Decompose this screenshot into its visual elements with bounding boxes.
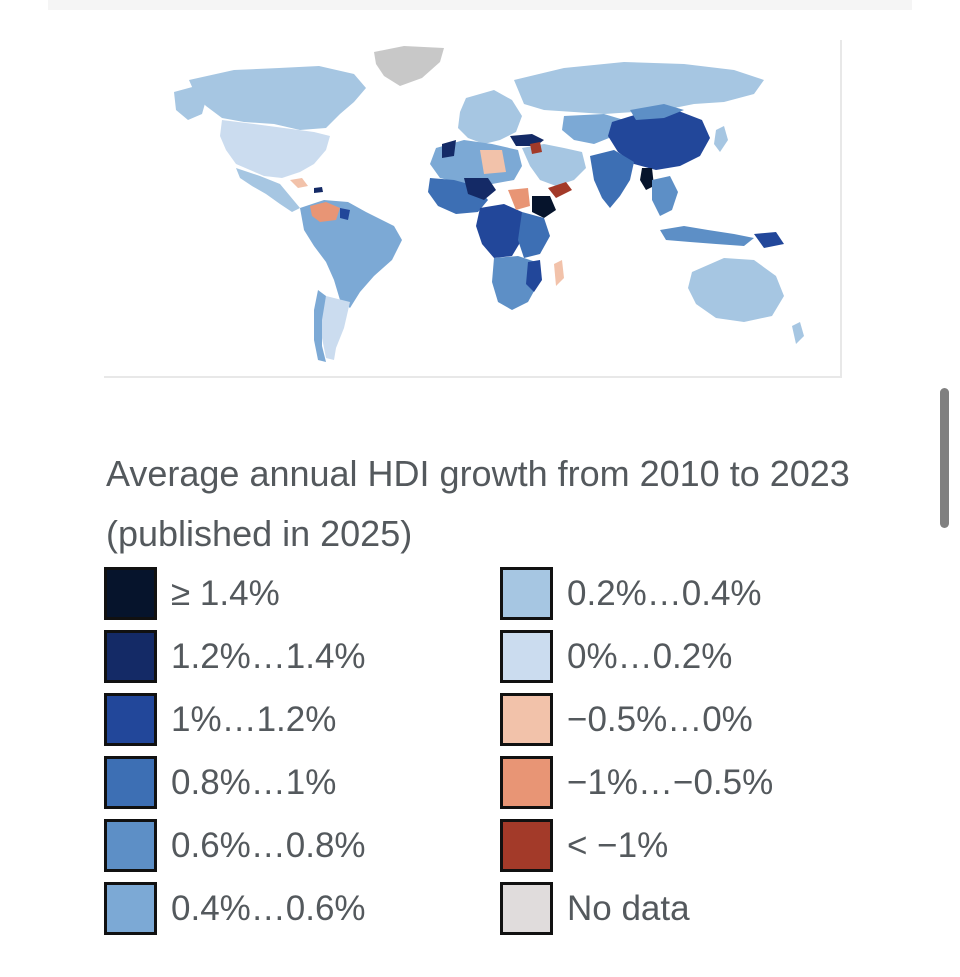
madagascar bbox=[554, 260, 564, 286]
australia bbox=[688, 258, 784, 322]
legend-swatch bbox=[500, 567, 553, 620]
south-america-north bbox=[300, 200, 402, 308]
legend-swatch bbox=[104, 693, 157, 746]
indonesia bbox=[660, 226, 754, 246]
legend-swatch bbox=[104, 819, 157, 872]
syria bbox=[530, 142, 542, 154]
legend-swatch bbox=[104, 756, 157, 809]
legend-label: −0.5%…0% bbox=[567, 699, 753, 739]
world-map-svg bbox=[174, 46, 804, 362]
caribbean bbox=[290, 178, 308, 188]
haiti bbox=[314, 187, 323, 193]
argentina bbox=[322, 296, 350, 360]
legend-swatch bbox=[500, 693, 553, 746]
legend-label: 0.6%…0.8% bbox=[171, 825, 366, 865]
central-africa bbox=[476, 204, 524, 258]
mozambique bbox=[526, 260, 542, 292]
page-top-strip bbox=[48, 0, 912, 10]
europe bbox=[458, 90, 522, 144]
usa bbox=[220, 120, 330, 178]
alaska bbox=[174, 86, 206, 120]
legend-item: 0.4%…0.6% bbox=[104, 880, 366, 937]
legend-label: −1%…−0.5% bbox=[567, 762, 774, 802]
china bbox=[608, 110, 710, 170]
legend-label: 1.2%…1.4% bbox=[171, 636, 366, 676]
legend-label: 0%…0.2% bbox=[567, 636, 733, 676]
legend-item: 1%…1.2% bbox=[104, 691, 366, 748]
chile bbox=[314, 290, 326, 362]
legend-item: −1%…−0.5% bbox=[500, 754, 773, 811]
india bbox=[590, 150, 634, 208]
sudan bbox=[508, 188, 530, 210]
legend-swatch bbox=[104, 882, 157, 935]
libya bbox=[480, 150, 506, 174]
legend-label: 1%…1.2% bbox=[171, 699, 337, 739]
legend-swatch bbox=[500, 756, 553, 809]
legend-label: ≥ 1.4% bbox=[171, 573, 280, 613]
legend-item: 1.2%…1.4% bbox=[104, 628, 366, 685]
legend-item: 0.2%…0.4% bbox=[500, 565, 773, 622]
legend-swatch bbox=[500, 882, 553, 935]
morocco bbox=[442, 140, 456, 158]
legend-item: 0%…0.2% bbox=[500, 628, 773, 685]
legend-column-right: 0.2%…0.4% 0%…0.2% −0.5%…0% −1%…−0.5% < −… bbox=[500, 565, 773, 943]
mexico bbox=[236, 168, 300, 212]
scrollbar-thumb[interactable] bbox=[940, 388, 949, 528]
myanmar bbox=[640, 168, 654, 190]
legend-title: Average annual HDI growth from 2010 to 2… bbox=[106, 453, 850, 554]
legend-swatch bbox=[104, 630, 157, 683]
world-map bbox=[104, 40, 842, 378]
greenland bbox=[374, 46, 444, 86]
legend-item: ≥ 1.4% bbox=[104, 565, 366, 622]
yemen bbox=[548, 182, 572, 198]
legend-swatch bbox=[500, 630, 553, 683]
legend-label: 0.8%…1% bbox=[171, 762, 337, 802]
japan bbox=[714, 126, 728, 152]
niger-chad bbox=[464, 178, 496, 200]
guyana bbox=[340, 208, 350, 220]
legend-label: < −1% bbox=[567, 825, 669, 865]
southern-africa bbox=[492, 256, 538, 310]
legend-label: 0.2%…0.4% bbox=[567, 573, 762, 613]
middle-east bbox=[522, 144, 586, 186]
southeast-asia bbox=[652, 176, 678, 216]
legend-item: No data bbox=[500, 880, 773, 937]
legend-swatch bbox=[104, 567, 157, 620]
legend-label: No data bbox=[567, 888, 690, 928]
russia bbox=[514, 62, 764, 114]
canada bbox=[189, 66, 366, 130]
legend-swatch bbox=[500, 819, 553, 872]
legend-item: < −1% bbox=[500, 817, 773, 874]
papua-new-guinea bbox=[754, 232, 784, 248]
legend-label: 0.4%…0.6% bbox=[171, 888, 366, 928]
venezuela bbox=[310, 202, 340, 222]
legend-item: 0.6%…0.8% bbox=[104, 817, 366, 874]
new-zealand bbox=[792, 322, 804, 344]
east-africa bbox=[518, 212, 550, 258]
mongolia bbox=[630, 104, 684, 120]
legend-item: −0.5%…0% bbox=[500, 691, 773, 748]
legend-item: 0.8%…1% bbox=[104, 754, 366, 811]
legend-column-left: ≥ 1.4% 1.2%…1.4% 1%…1.2% 0.8%…1% 0.6%…0.… bbox=[104, 565, 366, 943]
ethiopia bbox=[532, 196, 556, 218]
